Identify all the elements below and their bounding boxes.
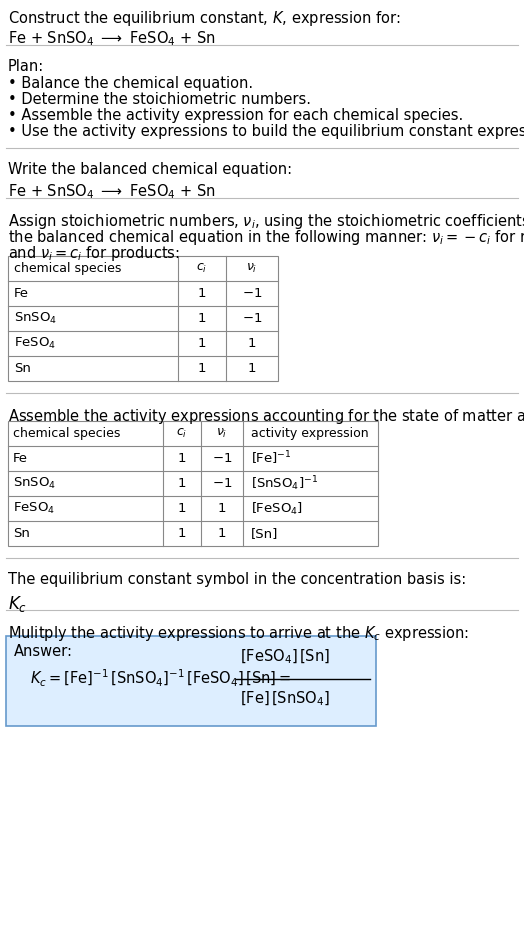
Text: $[\mathrm{Fe}]\,[\mathrm{SnSO_4}]$: $[\mathrm{Fe}]\,[\mathrm{SnSO_4}]$ (240, 690, 330, 708)
Text: [Sn]: [Sn] (251, 527, 278, 540)
Text: $c_i$: $c_i$ (196, 262, 208, 275)
Text: $-1$: $-1$ (242, 287, 262, 300)
Text: Fe + SnSO$_4$ $\longrightarrow$ FeSO$_4$ + Sn: Fe + SnSO$_4$ $\longrightarrow$ FeSO$_4$… (8, 29, 216, 47)
Text: 1: 1 (248, 337, 256, 350)
Text: FeSO$_4$: FeSO$_4$ (13, 501, 55, 516)
Text: 1: 1 (218, 527, 226, 540)
Text: Write the balanced chemical equation:: Write the balanced chemical equation: (8, 162, 292, 177)
Text: Plan:: Plan: (8, 59, 44, 74)
Text: $K_c$: $K_c$ (8, 594, 27, 614)
Text: 1: 1 (178, 527, 186, 540)
Text: Sn: Sn (14, 362, 31, 375)
Text: $c_i$: $c_i$ (177, 427, 188, 440)
Text: Assign stoichiometric numbers, $\nu_i$, using the stoichiometric coefficients, $: Assign stoichiometric numbers, $\nu_i$, … (8, 212, 524, 231)
Text: $[\mathrm{FeSO_4}]\,[\mathrm{Sn}]$: $[\mathrm{FeSO_4}]\,[\mathrm{Sn}]$ (240, 647, 330, 666)
Text: [FeSO$_4$]: [FeSO$_4$] (251, 500, 303, 516)
Text: 1: 1 (178, 452, 186, 465)
Text: and $\nu_i = c_i$ for products:: and $\nu_i = c_i$ for products: (8, 244, 180, 263)
Text: • Use the activity expressions to build the equilibrium constant expression.: • Use the activity expressions to build … (8, 124, 524, 139)
Text: activity expression: activity expression (251, 427, 368, 440)
Text: 1: 1 (178, 502, 186, 515)
Text: Assemble the activity expressions accounting for the state of matter and $\nu_i$: Assemble the activity expressions accoun… (8, 407, 524, 426)
Text: chemical species: chemical species (14, 262, 122, 275)
Text: 1: 1 (178, 477, 186, 490)
Text: The equilibrium constant symbol in the concentration basis is:: The equilibrium constant symbol in the c… (8, 572, 466, 587)
Text: Fe + SnSO$_4$ $\longrightarrow$ FeSO$_4$ + Sn: Fe + SnSO$_4$ $\longrightarrow$ FeSO$_4$… (8, 182, 216, 200)
Text: $\nu_i$: $\nu_i$ (216, 427, 228, 440)
Text: 1: 1 (248, 362, 256, 375)
Text: $-1$: $-1$ (212, 477, 232, 490)
Text: $K_c = [\mathrm{Fe}]^{-1}\,[\mathrm{SnSO_4}]^{-1}\,[\mathrm{FeSO_4}]\,[\mathrm{S: $K_c = [\mathrm{Fe}]^{-1}\,[\mathrm{SnSO… (30, 667, 291, 689)
FancyBboxPatch shape (6, 636, 376, 726)
Text: Fe: Fe (14, 287, 29, 300)
Text: • Determine the stoichiometric numbers.: • Determine the stoichiometric numbers. (8, 92, 311, 107)
Text: the balanced chemical equation in the following manner: $\nu_i = -c_i$ for react: the balanced chemical equation in the fo… (8, 228, 524, 247)
Text: Fe: Fe (13, 452, 28, 465)
Text: 1: 1 (198, 312, 206, 325)
Text: 1: 1 (198, 362, 206, 375)
Text: 1: 1 (198, 337, 206, 350)
Text: $\nu_i$: $\nu_i$ (246, 262, 258, 275)
Text: Answer:: Answer: (14, 644, 73, 659)
Text: FeSO$_4$: FeSO$_4$ (14, 336, 56, 351)
Bar (8, 256, 278, 381)
Text: 1: 1 (198, 287, 206, 300)
Text: $-1$: $-1$ (242, 312, 262, 325)
Text: Sn: Sn (13, 527, 30, 540)
Text: Construct the equilibrium constant, $K$, expression for:: Construct the equilibrium constant, $K$,… (8, 9, 401, 28)
Text: [SnSO$_4$]$^{-1}$: [SnSO$_4$]$^{-1}$ (251, 474, 318, 493)
Text: SnSO$_4$: SnSO$_4$ (14, 311, 57, 326)
Bar (8, 421, 378, 546)
Text: $-1$: $-1$ (212, 452, 232, 465)
Text: chemical species: chemical species (13, 427, 121, 440)
Text: SnSO$_4$: SnSO$_4$ (13, 476, 56, 491)
Text: • Assemble the activity expression for each chemical species.: • Assemble the activity expression for e… (8, 108, 463, 123)
Text: 1: 1 (218, 502, 226, 515)
Text: • Balance the chemical equation.: • Balance the chemical equation. (8, 76, 253, 91)
Text: [Fe]$^{-1}$: [Fe]$^{-1}$ (251, 450, 292, 467)
Text: Mulitply the activity expressions to arrive at the $K_c$ expression:: Mulitply the activity expressions to arr… (8, 624, 469, 643)
